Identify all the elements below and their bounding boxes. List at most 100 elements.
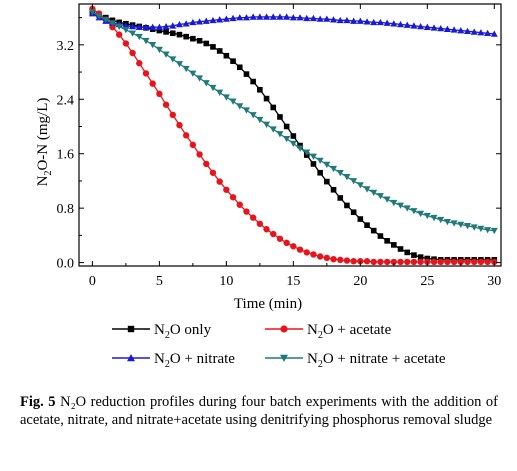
data-point [229, 98, 237, 105]
data-point [484, 29, 492, 37]
x-tick-label: 30 [487, 274, 501, 289]
data-point [330, 186, 337, 193]
data-point [249, 112, 257, 119]
data-point [383, 258, 391, 266]
data-point [175, 20, 183, 28]
chart: 0 5 10 15 20 25 30 0.0 0.8 1.6 2.4 3.2 Time (min) N… [35, 3, 502, 370]
data-point [303, 249, 310, 256]
data-point [156, 90, 163, 98]
data-point [169, 22, 177, 29]
data-point [257, 86, 263, 93]
data-point [223, 52, 230, 59]
data-point [370, 227, 377, 234]
data-point [283, 239, 290, 247]
data-point [263, 95, 270, 102]
data-point [437, 24, 445, 32]
y-tick-label: 2.4 [57, 93, 75, 108]
data-point [390, 258, 398, 266]
data-point [464, 258, 471, 266]
data-point [142, 70, 150, 77]
legend-item-3: N2O + nitrate [112, 351, 235, 370]
legend-label-sub: 2 [165, 359, 170, 370]
data-point [122, 40, 130, 47]
data-point [129, 49, 136, 57]
data-point [156, 27, 163, 34]
data-point [202, 17, 210, 24]
data-point [417, 258, 424, 266]
data-point [471, 258, 478, 266]
x-axis-title: Time (min) [234, 296, 302, 312]
legend-marker [127, 354, 135, 362]
data-point [464, 223, 472, 230]
data-point [376, 193, 384, 200]
data-point [169, 56, 177, 63]
data-point [242, 107, 250, 114]
data-point [404, 258, 411, 266]
data-point [316, 253, 324, 260]
legend-item-4: N2O + nitrate + acetate [265, 351, 446, 370]
data-point [309, 14, 317, 22]
data-point [470, 28, 478, 35]
data-point [135, 23, 143, 30]
data-point [490, 30, 498, 37]
data-point [443, 25, 451, 32]
data-point [209, 169, 217, 176]
data-point [443, 218, 451, 226]
data-point [196, 37, 203, 44]
legend-item-1: N2O only [112, 322, 212, 341]
legend-marker [280, 325, 288, 333]
legend-label-rest: O + acetate [323, 322, 392, 338]
data-point [437, 216, 445, 224]
data-point [236, 103, 244, 110]
legend-label: N2O only [154, 322, 212, 341]
data-point [182, 65, 190, 73]
data-point [484, 258, 491, 266]
data-point [316, 157, 324, 165]
data-point [330, 255, 337, 263]
data-point [243, 208, 250, 215]
data-point [209, 84, 217, 92]
data-point [236, 64, 243, 71]
data-point [256, 116, 264, 124]
data-point [190, 35, 196, 42]
data-point [397, 202, 405, 209]
data-point [370, 189, 378, 197]
legend-item-2: N2O + acetate [265, 322, 392, 341]
data-point [263, 226, 270, 233]
data-point [410, 258, 418, 266]
legend-label: N2O + nitrate + acetate [307, 351, 446, 370]
data-point [289, 14, 297, 21]
y-axis-title-rest: O-N (mg/L) [35, 98, 51, 171]
data-point [129, 22, 137, 30]
data-point [216, 178, 223, 185]
legend-label-main: N [307, 322, 318, 338]
y-axis-title: N2O-N (mg/L) [35, 98, 54, 187]
data-point [417, 22, 425, 30]
data-point [336, 16, 344, 24]
data-point [189, 70, 197, 77]
data-point [457, 27, 465, 34]
data-point [95, 13, 103, 20]
data-point [343, 257, 351, 264]
data-point [175, 61, 183, 68]
data-point [263, 13, 271, 20]
data-point [350, 17, 358, 24]
data-point [155, 23, 163, 30]
data-point [296, 246, 304, 253]
data-point [444, 258, 451, 266]
y-tick-label: 3.2 [57, 39, 75, 54]
data-point [316, 15, 324, 22]
data-point [122, 22, 130, 29]
data-point [249, 13, 257, 20]
x-tick-label: 15 [286, 274, 300, 289]
legend-label-rest: O + nitrate + acetate [323, 351, 446, 367]
data-point [477, 258, 485, 266]
data-point [236, 201, 243, 208]
data-point [330, 16, 338, 23]
data-point [202, 80, 210, 87]
data-point [356, 182, 364, 189]
data-point [377, 233, 384, 239]
data-point [350, 258, 357, 265]
x-tick-label: 0 [89, 274, 96, 289]
data-point [330, 165, 338, 173]
